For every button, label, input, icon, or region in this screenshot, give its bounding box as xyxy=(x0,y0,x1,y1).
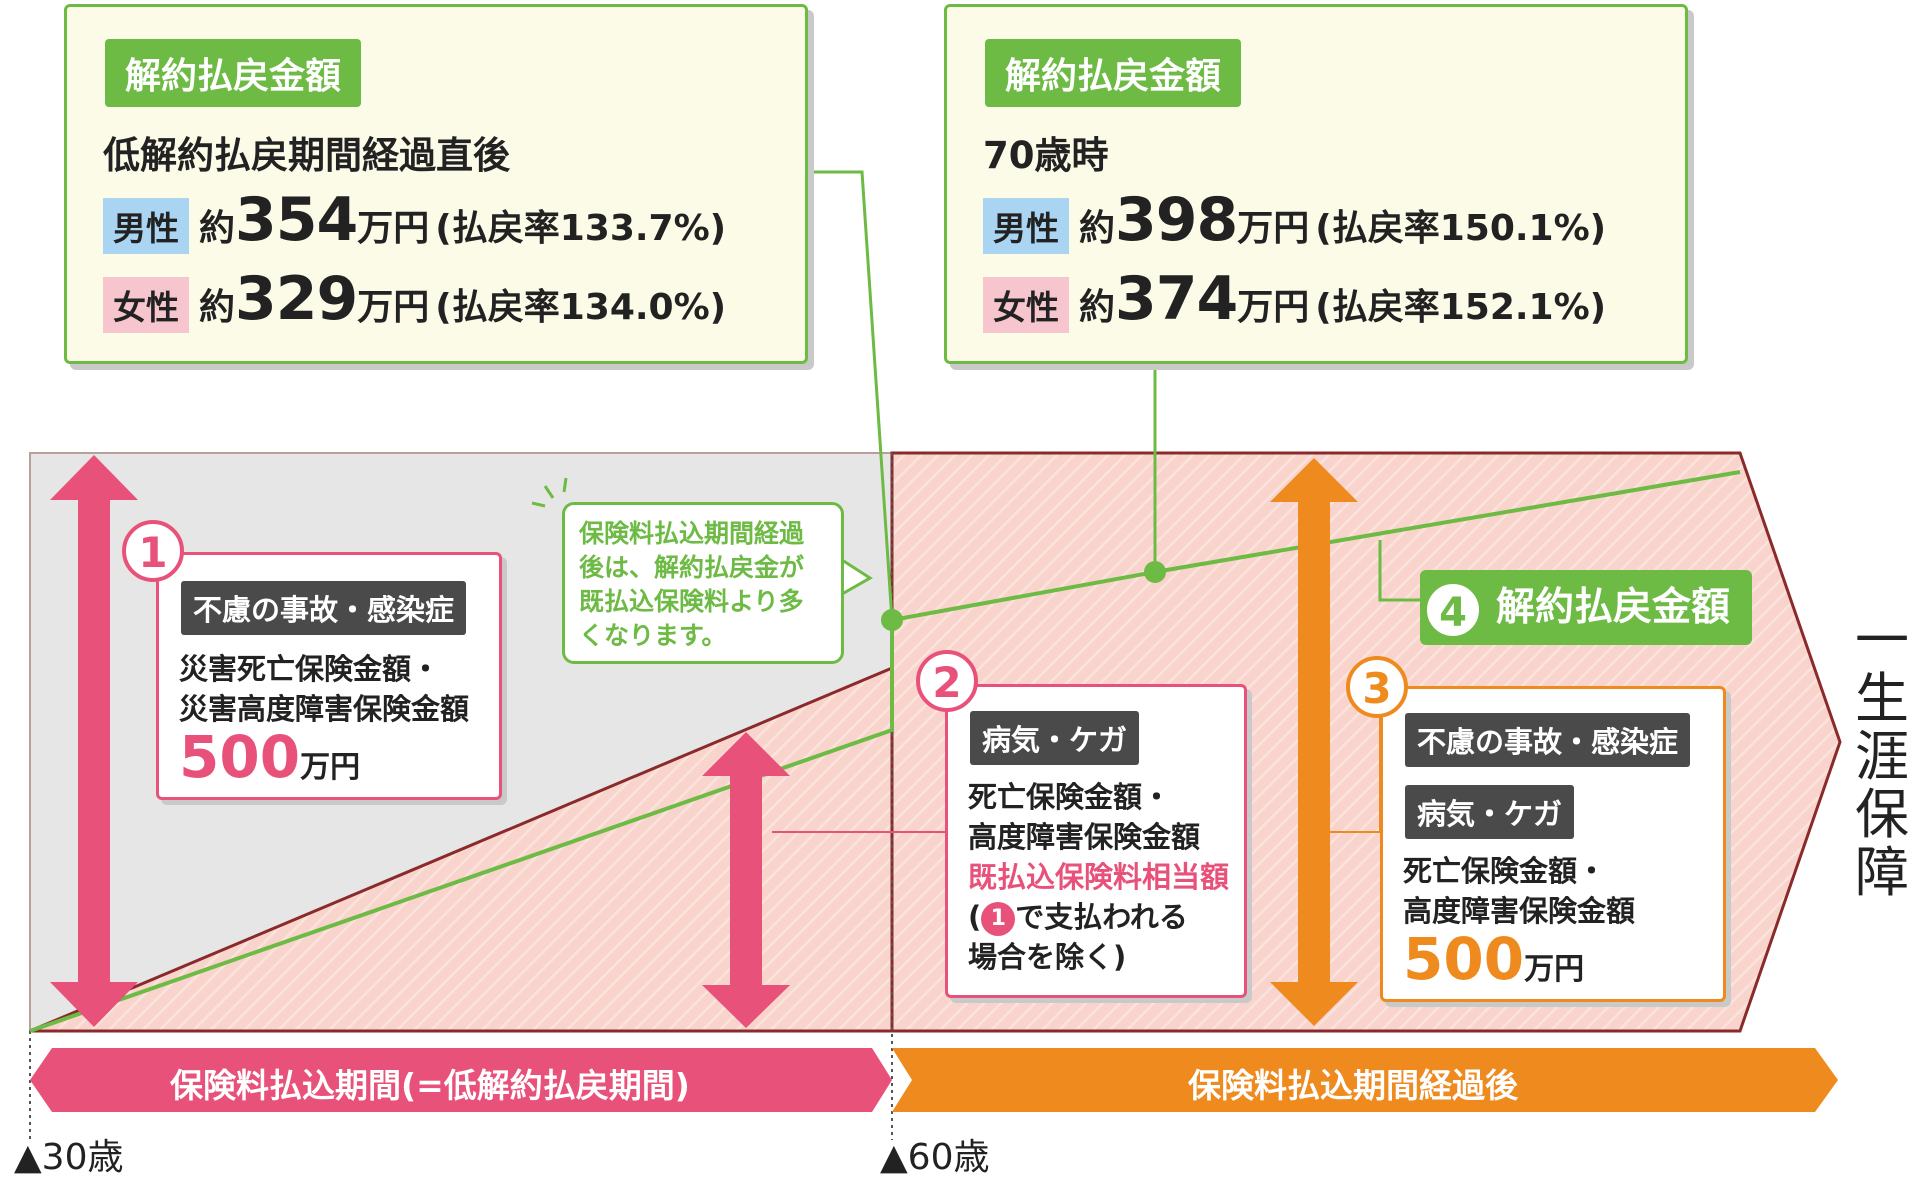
male-amount: 398 xyxy=(1115,185,1238,255)
callout-subtitle: 低解約払戻期間経過直後 xyxy=(103,134,510,177)
payment-period-band xyxy=(30,1048,892,1112)
note-bubble: 保険料払込期間経過 後は、解約払戻金が 既払込保険料より多 くなります。 xyxy=(562,502,844,664)
age-30-label: ▲30歳 xyxy=(14,1137,124,1178)
note-text: 保険料払込期間経過 後は、解約払戻金が 既払込保険料より多 くなります。 xyxy=(579,519,805,650)
callout-surrender-age-70: 解約払戻金額 70歳時 男性 約 398 万円 (払戻率150.1%) 女性 約… xyxy=(944,4,1688,364)
lifetime-coverage-label: 一 生 涯 保 障 xyxy=(1855,609,1908,904)
card-illness-benefit: 病気・ケガ 死亡保険金額・ 高度障害保険金額 既払込保険料相当額 (1 で支払われ… xyxy=(945,684,1247,998)
card-amount: 500万円 xyxy=(1403,925,1585,993)
female-rate: (払戻率152.1%) xyxy=(1315,287,1607,328)
female-row: 女性 約 329 万円 (払戻率134.0%) xyxy=(103,264,726,334)
female-unit: 万円 xyxy=(357,287,430,328)
label-text: 解約払戻金額 xyxy=(1496,585,1731,630)
card-description: 死亡保険金額・ 高度障害保険金額 既払込保険料相当額 (1 で支払われる 場合を除… xyxy=(968,780,1230,974)
post-payment-band xyxy=(892,1048,1838,1112)
callout-tag: 解約払戻金額 xyxy=(985,39,1242,107)
approx-label: 約 xyxy=(199,287,236,328)
female-amount: 374 xyxy=(1115,264,1238,334)
male-rate: (払戻率133.7%) xyxy=(435,208,727,249)
card-amount: 500万円 xyxy=(179,723,361,791)
age-60-label: ▲60歳 xyxy=(880,1137,990,1178)
card-tag-illness: 病気・ケガ xyxy=(1405,785,1575,839)
male-row: 男性 約 354 万円 (払戻率133.7%) xyxy=(103,185,726,255)
approx-label: 約 xyxy=(199,208,236,249)
post-payment-label: 保険料払込期間経過後 xyxy=(1188,1066,1518,1105)
connector-left xyxy=(806,170,894,621)
card-number-2: 2 xyxy=(916,650,978,712)
card-description: 災害死亡保険金額・ 災害高度障害保険金額 xyxy=(179,652,470,726)
male-unit: 万円 xyxy=(1237,208,1310,249)
connector-label4 xyxy=(1378,540,1420,602)
female-row: 女性 約 374 万円 (払戻率152.1%) xyxy=(983,264,1606,334)
surrender-value-label: 4 解約払戻金額 xyxy=(1420,570,1753,645)
ref-number-1: 1 xyxy=(981,902,1016,936)
label-number-4: 4 xyxy=(1424,580,1482,639)
coverage-arrow-1 xyxy=(50,455,138,1027)
approx-label: 約 xyxy=(1079,287,1116,328)
card-accident-benefit: 不慮の事故・感染症 災害死亡保険金額・ 災害高度障害保険金額 500万円 xyxy=(156,552,502,800)
card-description: 死亡保険金額・ 高度障害保険金額 xyxy=(1403,854,1636,928)
female-amount: 329 xyxy=(235,264,358,334)
female-unit: 万円 xyxy=(1237,287,1310,328)
female-label: 女性 xyxy=(983,277,1069,333)
card-tag-accident: 不慮の事故・感染症 xyxy=(1405,713,1691,767)
female-label: 女性 xyxy=(103,277,189,333)
male-amount: 354 xyxy=(235,185,358,255)
male-label: 男性 xyxy=(983,198,1069,254)
payment-period-label: 保険料払込期間(=低解約払戻期間) xyxy=(170,1066,690,1105)
card-tag: 不慮の事故・感染症 xyxy=(181,581,467,635)
card-lifetime-benefit: 不慮の事故・感染症 病気・ケガ 死亡保険金額・ 高度障害保険金額 500万円 xyxy=(1380,686,1726,1002)
callout-subtitle: 70歳時 xyxy=(983,134,1109,177)
male-rate: (払戻率150.1%) xyxy=(1315,208,1607,249)
sparkle-icon xyxy=(531,477,568,508)
card-number-3: 3 xyxy=(1346,656,1408,718)
approx-label: 約 xyxy=(1079,208,1116,249)
male-unit: 万円 xyxy=(357,208,430,249)
coverage-arrow-2 xyxy=(702,732,790,1028)
callout-surrender-after-low-period: 解約払戻金額 低解約払戻期間経過直後 男性 約 354 万円 (払戻率133.7… xyxy=(64,4,808,364)
female-rate: (払戻率134.0%) xyxy=(435,287,727,328)
male-row: 男性 約 398 万円 (払戻率150.1%) xyxy=(983,185,1606,255)
coverage-arrow-3 xyxy=(1270,458,1358,1026)
card-number-1: 1 xyxy=(122,520,184,582)
callout-tag: 解約払戻金額 xyxy=(105,39,362,107)
card-tag: 病気・ケガ xyxy=(970,711,1140,765)
male-label: 男性 xyxy=(103,198,189,254)
